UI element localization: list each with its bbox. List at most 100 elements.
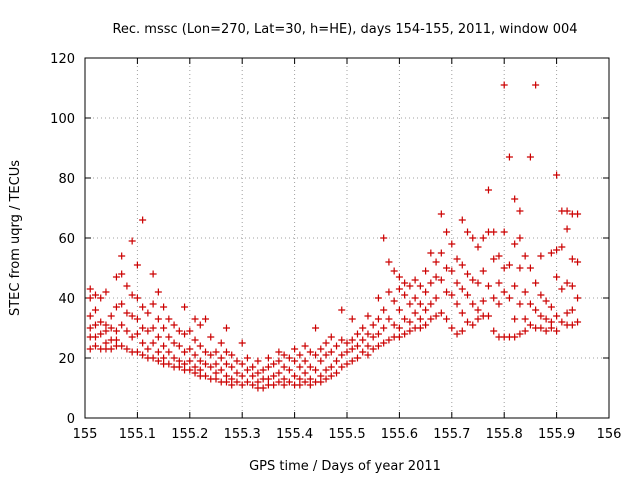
- data-point: [270, 372, 278, 380]
- data-point: [154, 333, 162, 341]
- data-point: [160, 342, 168, 350]
- data-point: [511, 282, 519, 290]
- data-point: [553, 312, 561, 320]
- data-point: [390, 297, 398, 305]
- data-point: [186, 366, 194, 374]
- data-point: [537, 291, 545, 299]
- data-point: [259, 384, 267, 392]
- data-point: [144, 327, 152, 335]
- data-point: [484, 186, 492, 194]
- data-point: [165, 333, 173, 341]
- data-point: [238, 381, 246, 389]
- data-point: [202, 348, 210, 356]
- data-point: [490, 228, 498, 236]
- data-point: [133, 315, 141, 323]
- data-point: [505, 294, 513, 302]
- data-point: [118, 252, 126, 260]
- data-point: [86, 294, 94, 302]
- data-point: [385, 336, 393, 344]
- data-point: [343, 339, 351, 347]
- data-point: [464, 318, 472, 326]
- data-point: [500, 228, 508, 236]
- data-point: [553, 327, 561, 335]
- data-point: [149, 300, 157, 308]
- data-point: [359, 336, 367, 344]
- data-point: [348, 357, 356, 365]
- data-point: [500, 264, 508, 272]
- data-point: [448, 291, 456, 299]
- data-point: [112, 336, 120, 344]
- data-point: [411, 276, 419, 284]
- data-point: [296, 363, 304, 371]
- data-point: [516, 264, 524, 272]
- data-point: [521, 288, 529, 296]
- data-point: [291, 345, 299, 353]
- data-point: [280, 375, 288, 383]
- data-point: [327, 348, 335, 356]
- data-point: [86, 285, 94, 293]
- data-point: [97, 318, 105, 326]
- data-point: [181, 348, 189, 356]
- data-point: [353, 342, 361, 350]
- data-point: [563, 207, 571, 215]
- y-tick-label: 120: [50, 52, 75, 67]
- x-tick-label: 155: [73, 427, 98, 442]
- x-tick-label: 155.3: [224, 427, 261, 442]
- data-point: [301, 369, 309, 377]
- data-point: [516, 207, 524, 215]
- data-point: [348, 315, 356, 323]
- data-point: [107, 324, 115, 332]
- data-point: [385, 315, 393, 323]
- data-point: [343, 348, 351, 356]
- data-point: [133, 261, 141, 269]
- data-point: [264, 363, 272, 371]
- data-point: [568, 306, 576, 314]
- data-point: [280, 381, 288, 389]
- data-point: [175, 363, 183, 371]
- data-point: [469, 300, 477, 308]
- data-point: [317, 372, 325, 380]
- x-tick-label: 155.8: [486, 427, 523, 442]
- data-point: [322, 366, 330, 374]
- data-point: [322, 351, 330, 359]
- data-point: [238, 372, 246, 380]
- data-point: [401, 291, 409, 299]
- data-point: [416, 300, 424, 308]
- data-point: [511, 240, 519, 248]
- data-point: [191, 363, 199, 371]
- data-point: [196, 342, 204, 350]
- data-point: [333, 342, 341, 350]
- data-point: [453, 330, 461, 338]
- data-point: [175, 357, 183, 365]
- data-point: [118, 270, 126, 278]
- data-point: [102, 288, 110, 296]
- data-point: [395, 273, 403, 281]
- data-point: [380, 234, 388, 242]
- data-point: [254, 369, 262, 377]
- data-point: [526, 321, 534, 329]
- data-point: [432, 273, 440, 281]
- data-point: [364, 330, 372, 338]
- data-point: [563, 279, 571, 287]
- data-point: [505, 261, 513, 269]
- data-point: [102, 339, 110, 347]
- data-point: [97, 294, 105, 302]
- data-point: [526, 264, 534, 272]
- data-point: [149, 339, 157, 347]
- data-point: [165, 315, 173, 323]
- data-point: [118, 300, 126, 308]
- data-point: [437, 249, 445, 257]
- data-point: [285, 378, 293, 386]
- data-point: [353, 354, 361, 362]
- data-point: [123, 309, 131, 317]
- data-point: [374, 294, 382, 302]
- data-point: [191, 369, 199, 377]
- data-point: [542, 315, 550, 323]
- data-point: [107, 345, 115, 353]
- data-point: [374, 330, 382, 338]
- data-point: [149, 270, 157, 278]
- data-point: [453, 300, 461, 308]
- data-point: [437, 309, 445, 317]
- x-tick-label: 155.9: [538, 427, 575, 442]
